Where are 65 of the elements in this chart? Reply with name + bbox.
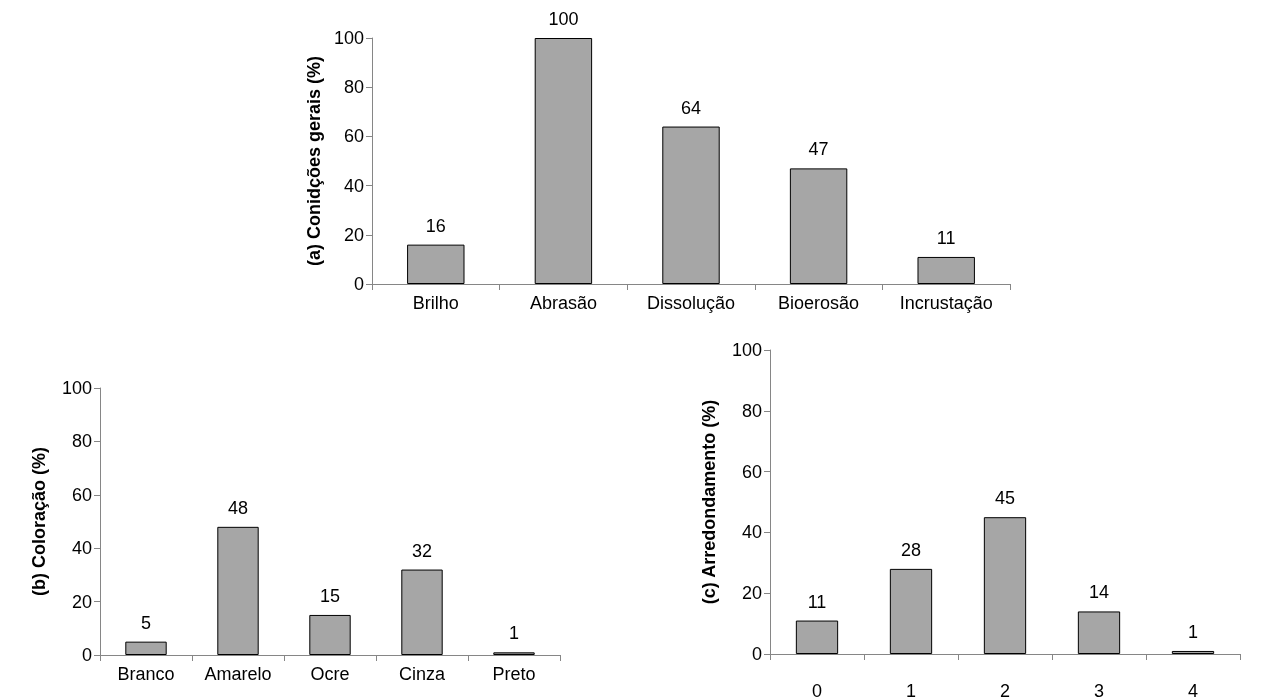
y-tick-label: 80 — [343, 77, 364, 98]
x-tick-label: Incrustação — [899, 293, 993, 313]
data-label: 1 — [508, 623, 520, 644]
x-tick-label: Cinza — [398, 664, 446, 684]
data-label: 32 — [411, 540, 433, 561]
data-label: 15 — [319, 585, 341, 606]
x-tick-label: Dissolução — [646, 293, 736, 313]
bar — [662, 126, 720, 284]
data-label: 16 — [425, 215, 446, 236]
y-tick-label: 80 — [741, 400, 762, 421]
data-label: 100 — [548, 9, 579, 29]
x-tick-label: 2 — [999, 681, 1011, 700]
bar — [789, 168, 848, 284]
data-label: 5 — [140, 612, 152, 633]
data-label: 47 — [808, 139, 829, 160]
x-tick-label: Ocre — [310, 664, 350, 684]
bar — [125, 641, 167, 655]
y-tick-label: 20 — [71, 591, 92, 612]
y-axis-title: (c) Arredondamento (%) — [699, 399, 719, 605]
data-label: 48 — [227, 497, 249, 518]
data-label: 64 — [680, 97, 702, 118]
bar — [889, 568, 933, 654]
y-tick-label: 0 — [751, 644, 762, 664]
bar — [1171, 650, 1215, 654]
x-tick-label: Branco — [117, 664, 175, 684]
x-tick-label: Amarelo — [204, 664, 272, 684]
y-tick-label: 60 — [343, 126, 364, 147]
data-label: 11 — [936, 227, 956, 248]
y-tick-label: 0 — [81, 645, 92, 665]
y-tick-label: 80 — [71, 431, 92, 452]
data-label: 14 — [1088, 582, 1110, 603]
bar — [407, 244, 465, 284]
y-tick-label: 60 — [71, 484, 92, 505]
x-tick-label: 1 — [905, 681, 917, 700]
y-axis-title: (b) Coloração (%) — [29, 446, 49, 597]
y-tick-label: 60 — [741, 461, 762, 482]
bar — [795, 620, 839, 654]
data-label: 45 — [994, 488, 1016, 509]
data-label: 11 — [807, 591, 827, 612]
data-label: 28 — [900, 539, 922, 560]
x-tick-label: Bioerosão — [778, 293, 860, 313]
y-tick-label: 40 — [741, 522, 762, 543]
x-tick-label: 3 — [1093, 681, 1105, 700]
data-label: 1 — [1187, 621, 1199, 642]
y-tick-label: 20 — [343, 224, 364, 245]
y-axis-title: (a) Conidções gerais (%) — [304, 55, 325, 267]
y-tick-label: 100 — [731, 340, 762, 360]
bar — [983, 517, 1027, 654]
bar — [1077, 611, 1121, 654]
bar — [534, 38, 593, 284]
bar — [217, 526, 259, 655]
y-tick-label: 100 — [333, 28, 364, 48]
y-tick-label: 20 — [741, 583, 762, 604]
y-tick-label: 40 — [71, 538, 92, 559]
x-tick-label: Brilho — [412, 293, 459, 313]
bar — [401, 569, 443, 655]
x-tick-label: 4 — [1187, 681, 1199, 700]
x-tick-label: Preto — [492, 664, 536, 684]
x-tick-label: Abrasão — [529, 293, 597, 313]
y-tick-label: 40 — [343, 175, 364, 196]
x-tick-label: 0 — [811, 681, 823, 700]
y-tick-label: 100 — [61, 378, 92, 398]
y-tick-label: 0 — [353, 274, 364, 294]
bar — [917, 256, 975, 284]
bar — [309, 614, 351, 655]
